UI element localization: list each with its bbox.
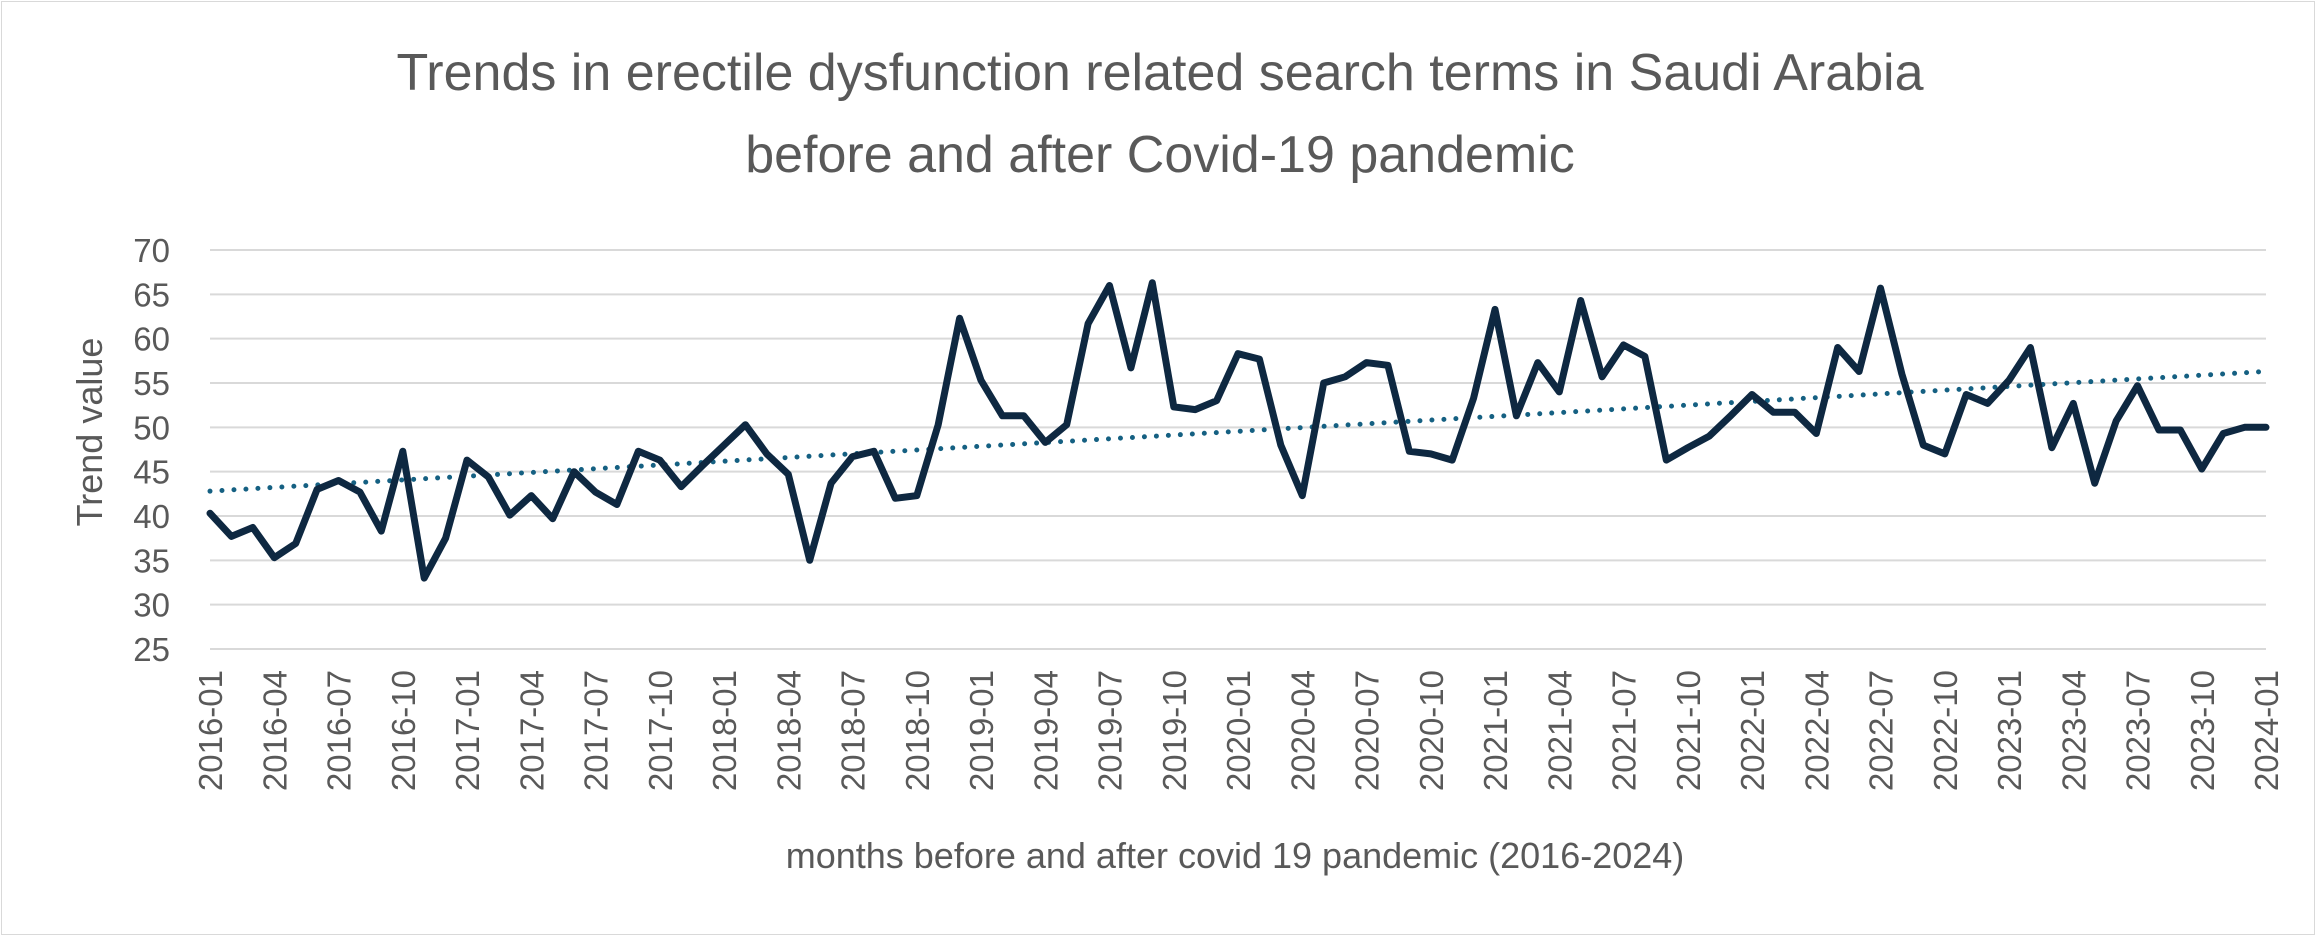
x-tick-label: 2017-01 [449, 670, 486, 791]
y-tick-label: 60 [133, 321, 170, 358]
x-tick-label: 2023-01 [1991, 670, 2028, 791]
x-tick-label: 2022-04 [1798, 670, 1835, 791]
x-tick-label: 2021-01 [1477, 670, 1514, 791]
chart-title-line-2: before and after Covid-19 pandemic [745, 126, 1575, 184]
trendline [207, 368, 2269, 494]
gridlines [210, 249, 2266, 650]
chart-title-line-1: Trends in erectile dysfunction related s… [396, 44, 1923, 102]
x-tick-label: 2017-04 [513, 670, 550, 791]
x-tick-label: 2016-10 [385, 670, 422, 791]
trendline-layer [207, 368, 2269, 494]
x-tick-label: 2021-04 [1541, 670, 1578, 791]
x-tick-label: 2023-07 [2120, 670, 2157, 791]
series-layer [206, 279, 2270, 582]
x-tick-label: 2022-10 [1927, 670, 1964, 791]
x-tick-label: 2020-01 [1220, 670, 1257, 791]
x-tick-label: 2018-04 [770, 670, 807, 791]
y-axis-tick-labels: 25 30 35 40 45 50 55 60 65 70 [133, 232, 170, 668]
x-tick-label: 2020-04 [1284, 670, 1321, 791]
x-tick-label: 2016-01 [192, 670, 229, 791]
y-axis-title: Trend value [69, 338, 110, 527]
y-tick-label: 25 [133, 631, 170, 668]
x-tick-label: 2018-07 [835, 670, 872, 791]
y-tick-label: 40 [133, 498, 170, 535]
x-tick-label: 2019-10 [1156, 670, 1193, 791]
y-tick-label: 55 [133, 365, 170, 402]
y-tick-label: 65 [133, 276, 170, 313]
x-tick-label: 2022-07 [1863, 670, 1900, 791]
x-tick-label: 2022-01 [1734, 670, 1771, 791]
x-tick-label: 2017-10 [642, 670, 679, 791]
x-tick-label: 2019-07 [1092, 670, 1129, 791]
x-axis-tick-labels: 2016-01 2016-04 2016-07 2016-10 2017-01 2017-… [192, 670, 2285, 791]
y-tick-label: 50 [133, 409, 170, 446]
y-tick-label: 35 [133, 542, 170, 579]
x-tick-label: 2020-10 [1413, 670, 1450, 791]
x-tick-label: 2017-07 [578, 670, 615, 791]
x-tick-label: 2016-04 [256, 670, 293, 791]
x-tick-label: 2019-04 [1027, 670, 1064, 791]
x-tick-label: 2018-01 [706, 670, 743, 791]
x-tick-label: 2019-01 [963, 670, 1000, 791]
series-line-0 [206, 279, 2270, 582]
y-tick-label: 30 [133, 587, 170, 624]
x-tick-label: 2024-01 [2248, 670, 2285, 791]
y-tick-label: 45 [133, 454, 170, 491]
x-axis-title: months before and after covid 19 pandemi… [786, 835, 1685, 876]
x-tick-label: 2021-07 [1606, 670, 1643, 791]
x-tick-label: 2023-04 [2055, 670, 2092, 791]
y-tick-label: 70 [133, 232, 170, 269]
x-tick-label: 2016-07 [321, 670, 358, 791]
x-tick-label: 2018-10 [899, 670, 936, 791]
x-tick-label: 2020-07 [1349, 670, 1386, 791]
x-tick-label: 2023-10 [2184, 670, 2221, 791]
x-tick-label: 2021-10 [1670, 670, 1707, 791]
